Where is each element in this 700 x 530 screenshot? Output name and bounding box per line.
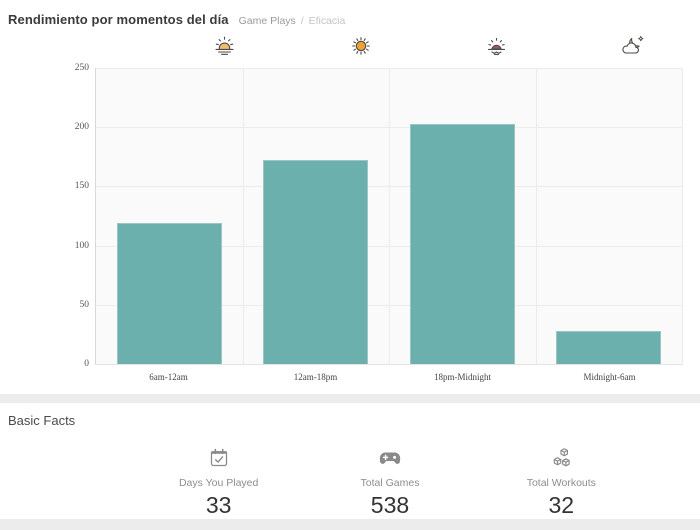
stat-total-games: Total Games 538 [304,446,475,519]
plot-area: 0 50 100 150 200 250 [75,63,683,369]
section-divider [0,394,700,403]
stats-row: Days You Played 33 Total Games 538 [133,446,647,519]
bar-12am-18pm[interactable] [263,160,369,364]
stat-value: 32 [548,492,575,518]
y-axis-tick-label: 100 [74,240,89,251]
period-morning [157,33,293,59]
bottom-divider-band [0,519,700,530]
x-axis-labels: 6am-12am 12am-18pm 18pm-Midnight Midnight-6… [95,365,683,391]
y-axis-tick-label: 0 [84,359,89,369]
stat-total-workouts: Total Workouts 32 [476,446,647,519]
chart-header: Rendimiento por momentos del día Game Pl… [0,0,700,27]
stat-label: Total Games [360,477,420,489]
x-axis-label-6am-12am: 6am-12am [149,372,188,382]
gridline-x-2 [389,68,390,364]
gridline-x-1 [242,68,244,364]
x-axis-label-18pm-Midnight: 18pm-Midnight [433,372,491,382]
period-evening [429,33,565,59]
breadcrumb-separator: / [300,15,304,27]
game-controller-icon [304,446,475,470]
night-moon-cloud-icon [619,33,646,59]
period-afternoon [293,33,429,59]
bar-Midnight-6am[interactable] [556,330,662,364]
stat-label: Total Workouts [526,477,596,489]
time-period-icon-row [157,31,700,61]
y-axis-tick-label: 150 [74,181,89,192]
sunset-icon [483,33,510,59]
sun-icon [348,33,374,59]
sunrise-icon [211,33,238,59]
y-axis-tick-label: 50 [79,299,90,310]
x-axis-label-Midnight-6am: Midnight-6am [583,372,636,382]
bar-6am-12am[interactable] [116,223,222,364]
breadcrumb-eficacia: Eficacia [308,15,346,27]
period-night [564,33,700,59]
gridline-x-3 [535,68,537,364]
bar-chart: 0 50 100 150 200 250 6am-12am 12am-18pm 18pm-Mi… [0,63,700,391]
basic-facts-section: Basic Facts Days You Played 33 [0,403,700,519]
stat-days-played: Days You Played 33 [133,446,304,519]
stat-value: 33 [205,492,232,518]
page-title: Rendimiento por momentos del día [8,12,229,27]
breadcrumb-game-plays[interactable]: Game Plays [238,15,296,27]
bar-18pm-Midnight[interactable] [409,123,515,364]
stat-label: Days You Played [178,477,259,489]
workout-cubes-icon [476,446,647,470]
y-axis-tick-label: 250 [74,63,89,73]
y-axis-tick-label: 200 [74,122,89,133]
basic-facts-title: Basic Facts [8,413,76,428]
x-axis-label-12am-18pm: 12am-18pm [293,372,338,382]
stat-value: 538 [370,492,410,518]
calendar-check-icon [133,446,304,470]
breadcrumb: Game Plays / Eficacia [239,15,346,27]
